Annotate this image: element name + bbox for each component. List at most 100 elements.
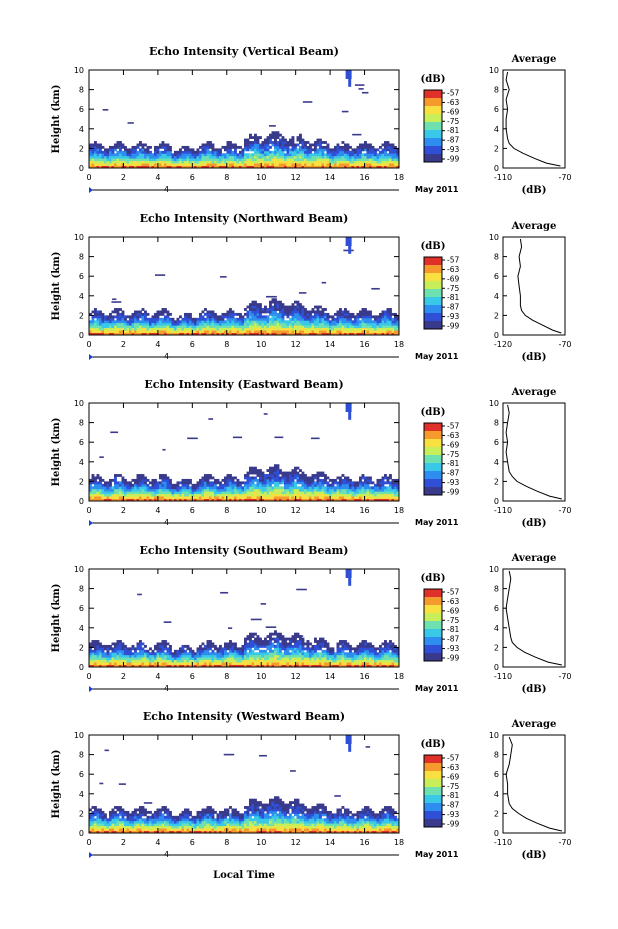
average-x-tick: -110: [494, 672, 512, 681]
colorbar-tick: -75: [447, 284, 459, 293]
y-tick-label: 2: [79, 809, 84, 818]
colorbar: [423, 256, 443, 330]
average-x-tick: -110: [494, 838, 512, 847]
colorbar-tick: -57: [447, 588, 459, 597]
average-x-tick: -70: [558, 506, 571, 515]
plot-frame: [88, 402, 400, 502]
y-tick-label: 2: [79, 311, 84, 320]
x-tick-label: 8: [224, 838, 229, 847]
day-marker: [89, 520, 93, 526]
x-tick-label: 10: [256, 672, 266, 681]
average-y-tick: 10: [489, 399, 499, 408]
average-profile-line: [505, 736, 563, 832]
panel-1: Echo Intensity (Vertical Beam) 0 2 4 6 8 10 0 2 4…: [51, 45, 572, 196]
day-marker: [89, 686, 93, 692]
average-y-tick: 0: [494, 829, 499, 838]
colorbar-tick: -87: [447, 303, 459, 312]
y-tick-label: 8: [79, 86, 84, 95]
day-number: 4: [164, 185, 169, 194]
plot-frame: [88, 734, 400, 834]
average-y-tick: 2: [494, 477, 499, 486]
colorbar-tick: -69: [447, 107, 459, 116]
average-frame: [502, 69, 566, 169]
x-tick-label: 16: [359, 838, 369, 847]
average-x-tick: -70: [558, 672, 571, 681]
colorbar-tick: -69: [447, 274, 459, 283]
x-tick-label: 0: [86, 838, 91, 847]
day-marker: [89, 187, 93, 193]
panel-5: Echo Intensity (Westward Beam) 0 2 4 6 8 10 0 2 4…: [51, 710, 572, 861]
colorbar-tick: -75: [447, 117, 459, 126]
average-x-tick: -70: [558, 340, 571, 349]
x-tick-label: 4: [155, 838, 160, 847]
colorbar-label: (dB): [421, 739, 446, 750]
average-y-tick: 2: [494, 144, 499, 153]
y-tick-label: 10: [74, 399, 84, 408]
y-tick-label: 2: [79, 477, 84, 486]
average-title: Average: [511, 387, 557, 398]
x-tick-label: 14: [325, 340, 335, 349]
colorbar-tick: -87: [447, 136, 459, 145]
x-tick-label: 8: [224, 506, 229, 515]
panel-4: Echo Intensity (Southward Beam) 0 2 4 6 8 10 0 2…: [51, 544, 572, 695]
colorbar-tick: -81: [447, 791, 459, 800]
colorbar-tick: -57: [447, 754, 459, 763]
day-number: 4: [164, 352, 169, 361]
average-y-tick: 4: [494, 458, 499, 467]
x-tick-label: 6: [190, 838, 195, 847]
average-y-tick: 4: [494, 624, 499, 633]
average-profile-line: [517, 238, 562, 334]
average-frame: [502, 236, 566, 336]
average-y-tick: 4: [494, 292, 499, 301]
x-tick-label: 8: [224, 672, 229, 681]
x-tick-label: 6: [190, 173, 195, 182]
panel-title: Echo Intensity (Westward Beam): [143, 710, 345, 723]
x-tick-label: 14: [325, 506, 335, 515]
colorbar-tick: -93: [447, 810, 459, 819]
x-tick-label: 10: [256, 506, 266, 515]
echo-field: [89, 403, 400, 502]
colorbar-tick: -63: [447, 431, 459, 440]
x-tick-label: 18: [394, 340, 404, 349]
y-tick-label: 10: [74, 565, 84, 574]
average-y-tick: 0: [494, 331, 499, 340]
x-tick-label: 12: [291, 838, 301, 847]
panel-2: Echo Intensity (Northward Beam) 0 2 4 6 8 10 0 2…: [51, 212, 572, 363]
colorbar-tick: -99: [447, 155, 459, 164]
colorbar-tick: -93: [447, 478, 459, 487]
y-axis-label: Height (km): [51, 584, 62, 653]
y-tick-label: 8: [79, 419, 84, 428]
y-axis-label: Height (km): [51, 750, 62, 819]
colorbar-tick: -75: [447, 616, 459, 625]
colorbar-tick: -69: [447, 440, 459, 449]
colorbar-label: (dB): [421, 407, 446, 418]
y-tick-label: 0: [79, 829, 84, 838]
average-profile-line: [505, 570, 563, 666]
y-tick-label: 4: [79, 292, 84, 301]
average-y-tick: 0: [494, 497, 499, 506]
x-tick-label: 12: [291, 506, 301, 515]
x-tick-label: 4: [155, 506, 160, 515]
x-tick-label: 16: [359, 173, 369, 182]
average-title: Average: [511, 553, 557, 564]
x-tick-label: 8: [224, 340, 229, 349]
average-y-tick: 10: [489, 565, 499, 574]
y-tick-label: 0: [79, 497, 84, 506]
x-tick-label: 18: [394, 173, 404, 182]
average-xlabel: (dB): [522, 684, 547, 695]
average-frame: [502, 402, 566, 502]
colorbar-tick: -87: [447, 635, 459, 644]
x-tick-label: 4: [155, 173, 160, 182]
x-tick-label: 16: [359, 340, 369, 349]
echo-field: [89, 70, 400, 169]
plot-frame: [88, 236, 400, 336]
x-tick-label: 10: [256, 838, 266, 847]
day-marker: [89, 354, 93, 360]
x-tick-label: 0: [86, 340, 91, 349]
y-tick-label: 6: [79, 105, 84, 114]
y-axis-label: Height (km): [51, 85, 62, 154]
x-tick-label: 6: [190, 672, 195, 681]
x-tick-label: 12: [291, 340, 301, 349]
colorbar-tick: -63: [447, 597, 459, 606]
colorbar-tick: -87: [447, 469, 459, 478]
